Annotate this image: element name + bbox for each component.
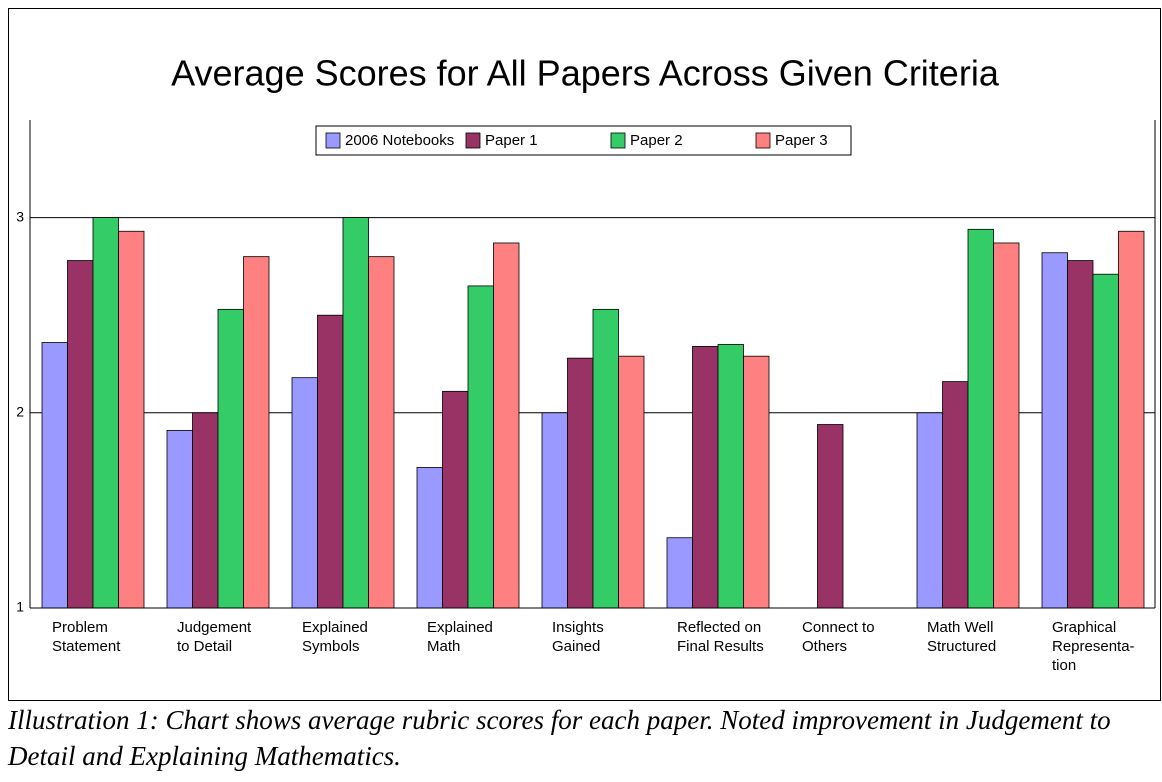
x-tick-label: Math Well Structured xyxy=(927,619,996,655)
x-tick-label: Explained Math xyxy=(427,619,493,655)
bar xyxy=(541,412,568,609)
legend-label: Paper 1 xyxy=(485,132,538,149)
bar xyxy=(41,342,68,609)
legend-swatch xyxy=(325,132,341,149)
bar xyxy=(243,256,270,609)
bar xyxy=(67,260,94,609)
bar xyxy=(166,429,193,609)
bar xyxy=(666,537,693,609)
bar xyxy=(567,357,594,609)
x-tick-label: Insights Gained xyxy=(552,619,604,655)
bar xyxy=(1092,273,1119,609)
x-tick-label: Judgement to Detail xyxy=(177,619,252,655)
bar xyxy=(1118,230,1145,609)
bar xyxy=(618,355,645,609)
legend-swatch xyxy=(465,132,481,149)
bar xyxy=(967,228,994,609)
bar xyxy=(291,377,318,609)
legend-label: Paper 3 xyxy=(775,132,828,149)
bar xyxy=(743,355,770,609)
bar xyxy=(592,308,619,609)
bar xyxy=(342,217,369,609)
bar xyxy=(467,285,494,609)
bar xyxy=(916,412,943,609)
bar xyxy=(1041,252,1068,609)
bar xyxy=(416,467,443,609)
legend-swatch xyxy=(610,132,626,149)
bar xyxy=(442,390,469,609)
legend-label: Paper 2 xyxy=(630,132,683,149)
y-tick-label: 2 xyxy=(16,404,24,420)
bar xyxy=(368,256,395,609)
bar xyxy=(942,381,969,609)
bar xyxy=(493,242,520,609)
x-tick-label: Problem Statement xyxy=(52,619,121,655)
x-tick-label: Explained Symbols xyxy=(302,619,368,655)
frame xyxy=(8,8,1161,701)
bar xyxy=(217,308,244,609)
bar xyxy=(692,346,719,609)
x-tick-label: Connect to Others xyxy=(802,619,875,655)
legend-label: 2006 Notebooks xyxy=(345,132,454,149)
y-tick-label: 1 xyxy=(16,599,24,615)
chart-title: Average Scores for All Papers Across Giv… xyxy=(171,53,1000,94)
bar xyxy=(717,344,744,609)
x-tick-label: Graphical Representa-tion xyxy=(1052,619,1135,674)
bar xyxy=(1067,260,1094,609)
y-tick-label: 3 xyxy=(16,208,24,224)
bar xyxy=(993,242,1020,609)
caption: Illustration 1: Chart shows average rubr… xyxy=(8,705,1111,771)
x-tick-label: Reflected on Final Results xyxy=(677,619,764,655)
bar xyxy=(92,217,119,609)
legend-swatch xyxy=(755,132,771,149)
bar xyxy=(192,412,219,609)
bar xyxy=(118,230,145,609)
bar xyxy=(317,314,344,609)
bar xyxy=(817,424,844,609)
